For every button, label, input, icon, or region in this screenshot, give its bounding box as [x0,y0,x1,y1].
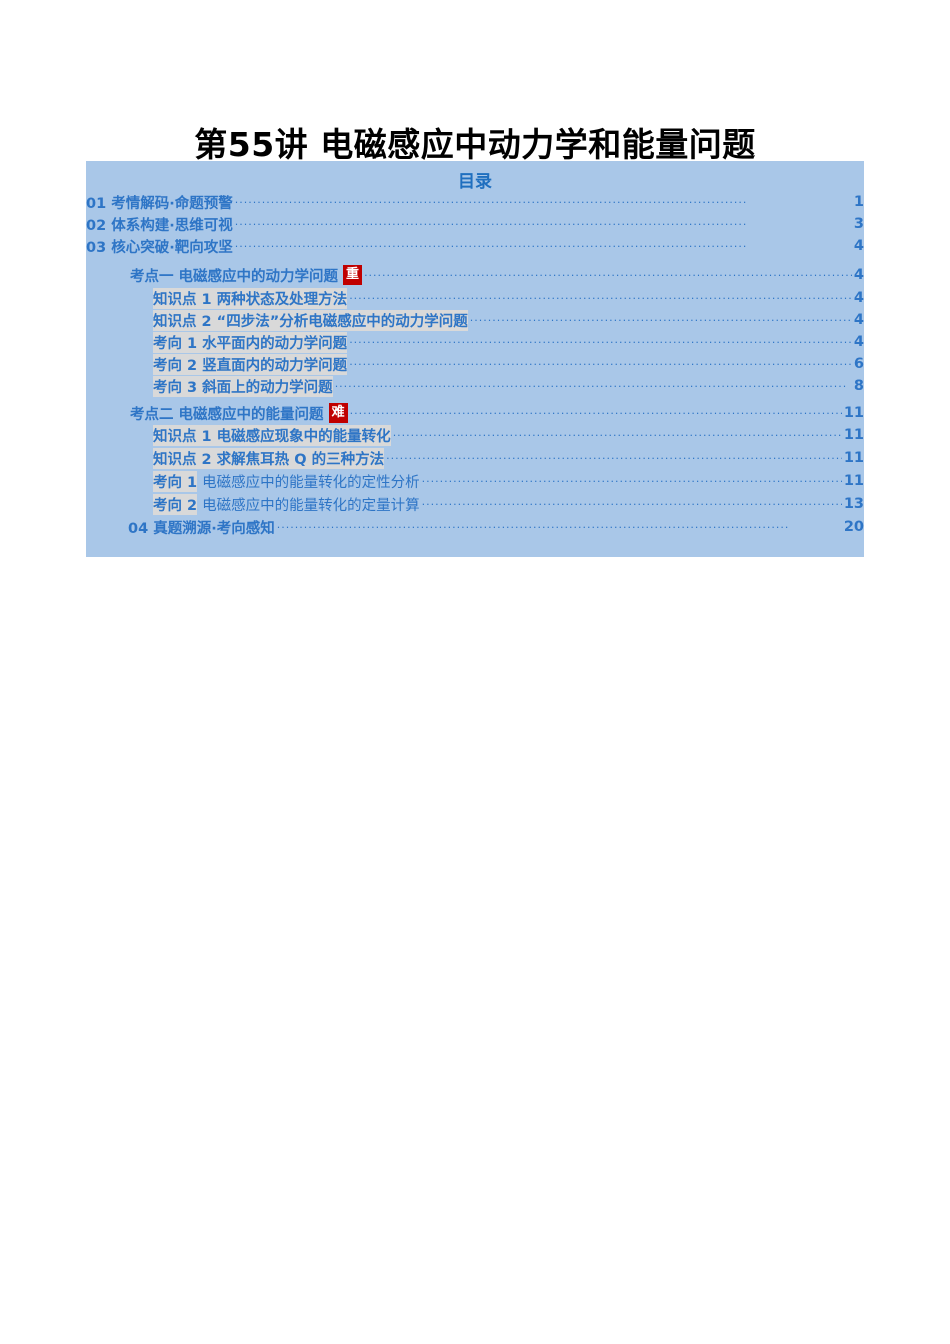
toc-entry[interactable]: 01 考情解码·命题预警 ···························… [86,191,864,213]
toc-entry[interactable]: 考向 2 电磁感应中的能量转化的定量计算 ···················… [153,493,864,515]
toc-leader: ········································… [421,474,842,488]
toc-entry-page: 3 [853,216,864,232]
table-of-contents: 目录 01 考情解码·命题预警 ························… [86,161,864,557]
toc-entry[interactable]: 知识点 1 电磁感应现象中的能量转化 ·····················… [153,424,864,446]
toc-entry-page: 6 [853,356,864,372]
toc-entry[interactable]: 考向 2 竖直面内的动力学问题 ························… [153,353,864,375]
toc-leader: ········································… [421,497,842,511]
toc-entry[interactable]: 考向 1 电磁感应中的能量转化的定性分析 ···················… [153,470,864,492]
key-point-badge: 重 [343,265,363,285]
toc-entry-page: 4 [853,238,864,254]
toc-leader: ········································… [386,451,842,465]
toc-entry-page: 4 [853,290,864,306]
toc-entry-page: 11 [843,427,864,443]
toc-entry[interactable]: 知识点 2 求解焦耳热 Q 的三种方法 ····················… [153,447,864,469]
toc-entry-label: 04 真题溯源·考向感知 [128,520,275,537]
toc-entry[interactable]: 考向 1 水平面内的动力学问题 ························… [153,331,864,353]
toc-heading: 目录 [458,172,492,192]
document-title: 第55讲 电磁感应中动力学和能量问题 [194,125,756,164]
toc-entry-label: 考向 2 竖直面内的动力学问题 [153,353,348,375]
toc-leader: ········································… [469,313,852,327]
toc-entry[interactable]: 04 真题溯源·考向感知 ···························… [128,516,864,538]
toc-entry[interactable]: 考向 3 斜面上的动力学问题 ·························… [153,375,864,397]
toc-leader: ········································… [234,195,748,209]
toc-leader: ········································… [349,335,852,349]
toc-entry[interactable]: 考点二 电磁感应中的能量问题 难 ·······················… [130,402,864,424]
toc-entry-sublabel: 电磁感应中的能量转化的定性分析 [202,474,420,491]
toc-entry-label: 02 体系构建·思维可视 [86,217,233,234]
toc-entry-label: 01 考情解码·命题预警 [86,195,233,212]
toc-entry-label: 03 核心突破·靶向攻坚 [86,239,233,256]
toc-entry-label: 考向 1 [153,470,198,492]
toc-leader: ········································… [234,217,748,231]
toc-entry-label: 考向 3 斜面上的动力学问题 [153,375,333,397]
toc-entry-page: 8 [853,378,864,394]
toc-entry-page: 4 [853,334,864,350]
toc-entry[interactable]: 考点一 电磁感应中的动力学问题 重 ······················… [130,264,864,286]
toc-entry-label: 考向 2 [153,493,198,515]
toc-entry-page: 4 [853,267,864,283]
toc-entry-label: 考向 1 水平面内的动力学问题 [153,331,348,353]
toc-entry-label: 知识点 2 “四步法”分析电磁感应中的动力学问题 [153,309,468,331]
toc-entry-page: 1 [853,194,864,210]
toc-entry-page: 11 [843,450,864,466]
toc-entry-page: 13 [843,496,864,512]
toc-entry-label: 考点二 电磁感应中的能量问题 [130,406,324,423]
difficult-point-badge: 难 [328,403,348,423]
toc-leader: ········································… [349,357,852,371]
toc-entry-label: 知识点 1 电磁感应现象中的能量转化 [153,424,391,446]
toc-entry-label: 知识点 2 求解焦耳热 Q 的三种方法 [153,447,385,469]
toc-entry-sublabel: 电磁感应中的能量转化的定量计算 [202,497,420,514]
toc-entry-page: 4 [853,312,864,328]
toc-leader: ········································… [276,520,790,534]
toc-entry[interactable]: 知识点 1 两种状态及处理方法 ························… [153,287,864,309]
toc-leader: ········································… [392,428,842,442]
toc-entry[interactable]: 知识点 2 “四步法”分析电磁感应中的动力学问题 ···············… [153,309,864,331]
toc-entry[interactable]: 02 体系构建·思维可视 ···························… [86,213,864,235]
toc-leader: ········································… [349,291,852,305]
toc-leader: ········································… [334,379,848,393]
toc-entry-page: 20 [843,519,864,535]
toc-entry[interactable]: 03 核心突破·靶向攻坚 ···························… [86,235,864,257]
toc-entry-label: 考点一 电磁感应中的动力学问题 [130,268,339,285]
toc-leader: ········································… [349,406,842,420]
toc-entry-page: 11 [843,405,864,421]
toc-leader: ········································… [234,239,748,253]
toc-entry-label: 知识点 1 两种状态及处理方法 [153,287,348,309]
toc-entry-page: 11 [843,473,864,489]
toc-leader: ········································… [364,268,852,282]
